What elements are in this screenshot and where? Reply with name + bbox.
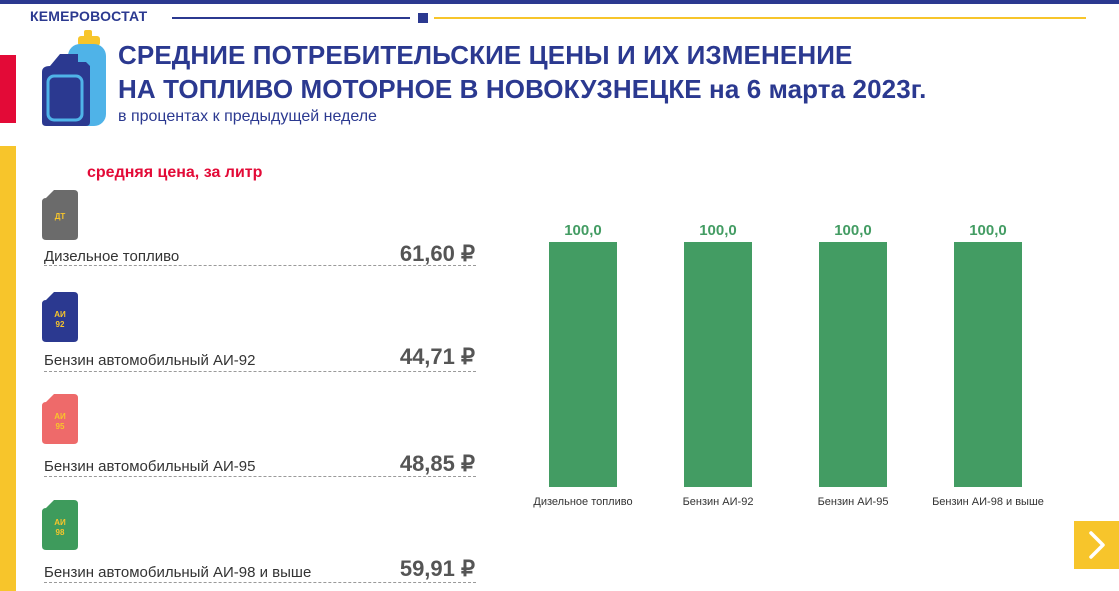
canister-icon-ai95: АИ 95 [42, 394, 78, 444]
header-rule-square [418, 13, 428, 23]
side-accent-red [0, 55, 16, 123]
canister-label-1: ДТ [55, 212, 66, 221]
side-accent-yellow [0, 146, 16, 591]
dashed-divider [44, 265, 476, 266]
category-label-1: Бензин АИ-92 [683, 496, 754, 508]
header-rule-yellow [434, 17, 1086, 19]
bar-2 [819, 242, 887, 487]
canister-body [42, 292, 78, 342]
category-label-2: Бензин АИ-95 [818, 496, 889, 508]
fuel-name-diesel: Дизельное топливо [44, 248, 180, 265]
bar-value-label-1: 100,0 [699, 222, 737, 239]
dashed-divider [44, 371, 476, 372]
canister-icon-diesel: ДТ [42, 190, 78, 240]
page-title-line2: НА ТОПЛИВО МОТОРНОЕ В НОВОКУЗНЕЦКЕ на 6 … [118, 74, 927, 104]
canister-body [42, 500, 78, 550]
top-border [0, 0, 1119, 4]
bar-value-label-3: 100,0 [969, 222, 1007, 239]
header-rule-blue [172, 17, 410, 19]
canister-label-2: 98 [56, 528, 65, 537]
bar-3 [954, 242, 1022, 487]
fuel-name-ai98: Бензин автомобильный АИ-98 и выше [44, 564, 312, 581]
bar-value-label-2: 100,0 [834, 222, 872, 239]
canister-body [42, 394, 78, 444]
canister-label-1: АИ [54, 310, 66, 319]
fuel-price-ai98: 59,91 ₽ [399, 556, 475, 581]
fuel-canister-icon [42, 30, 106, 126]
dashed-divider [44, 476, 476, 477]
canister-label-1: АИ [54, 412, 66, 421]
fuel-price-ai92: 44,71 ₽ [399, 344, 475, 369]
canister-icon-ai92: АИ 92 [42, 292, 78, 342]
page-subtitle: в процентах к предыдущей неделе [118, 108, 377, 125]
canister-body [42, 190, 78, 240]
bar-value-label-0: 100,0 [564, 222, 602, 239]
fuel-price-ai95: 48,85 ₽ [399, 451, 475, 476]
fuel-name-ai95: Бензин автомобильный АИ-95 [44, 458, 256, 475]
price-index-chart: 100,0 Дизельное топливо 100,0 Бензин АИ-92 1… [533, 222, 1044, 508]
canister-icon-ai98: АИ 98 [42, 500, 78, 550]
next-slide-button[interactable] [1074, 521, 1119, 569]
chevron-right-icon [1089, 531, 1105, 559]
page-title: СРЕДНИЕ ПОТРЕБИТЕЛЬСКИЕ ЦЕНЫ И ИХ ИЗМЕНЕ… [118, 38, 926, 106]
category-label-0: Дизельное топливо [533, 496, 632, 508]
price-heading: средняя цена, за литр [87, 164, 263, 181]
canister-label-2: 92 [56, 320, 65, 329]
dashed-divider [44, 582, 476, 583]
bar-0 [549, 242, 617, 487]
fuel-price-diesel: 61,60 ₽ [399, 241, 475, 266]
brand-name: КЕМЕРОВОСТАТ [30, 8, 148, 24]
canister-label-1: АИ [54, 518, 66, 527]
canister-label-2: 95 [56, 422, 65, 431]
category-label-3: Бензин АИ-98 и выше [932, 496, 1044, 508]
bar-1 [684, 242, 752, 487]
fuel-name-ai92: Бензин автомобильный АИ-92 [44, 352, 256, 369]
page-title-line1: СРЕДНИЕ ПОТРЕБИТЕЛЬСКИЕ ЦЕНЫ И ИХ ИЗМЕНЕ… [118, 40, 853, 70]
